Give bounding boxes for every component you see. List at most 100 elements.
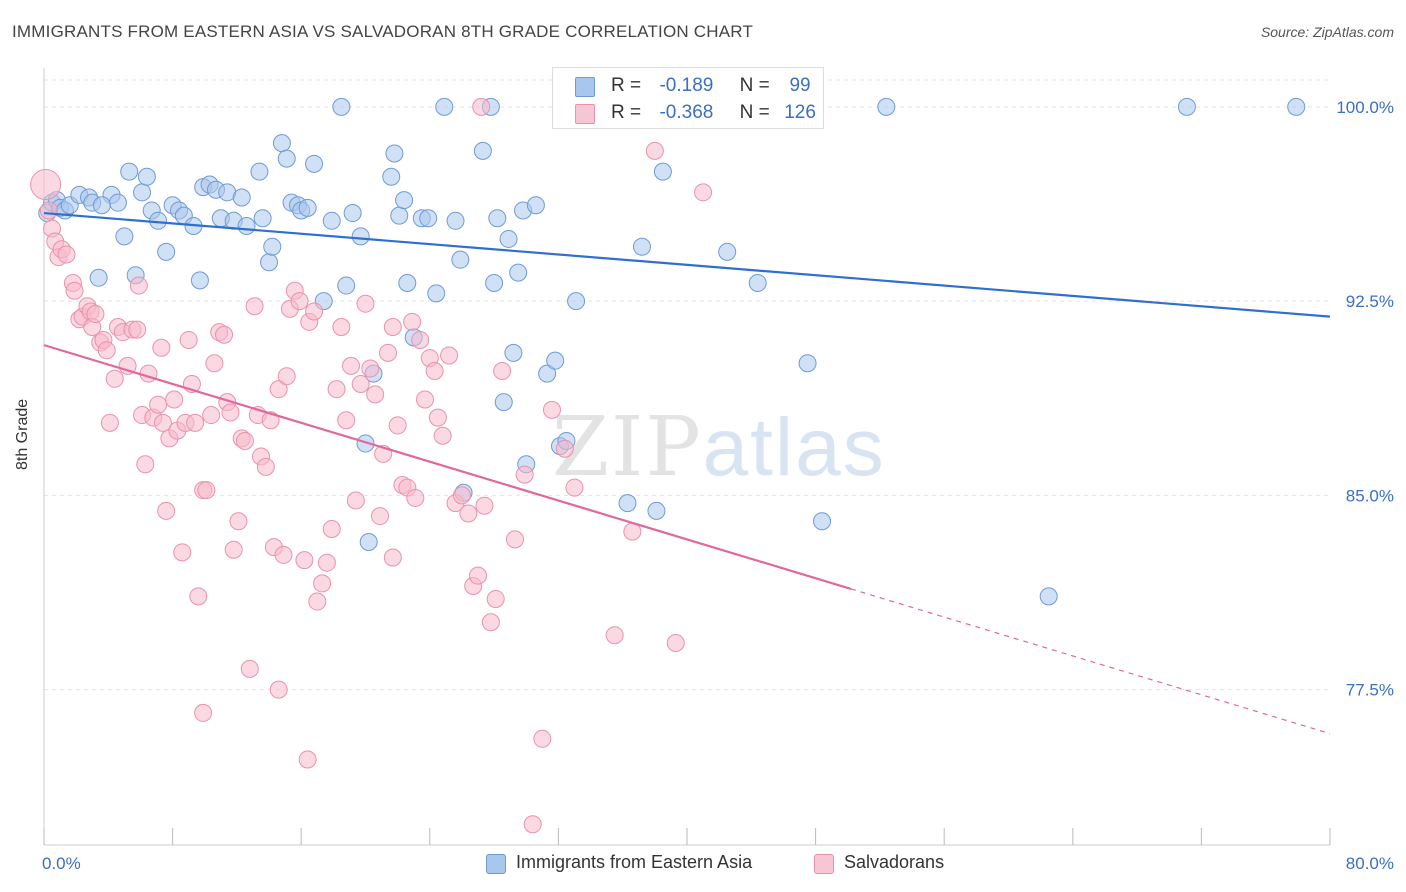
point-eastern-asia	[250, 162, 269, 181]
point-eastern-asia	[509, 263, 528, 282]
legend-swatch-blue	[575, 77, 595, 97]
point-eastern-asia	[473, 141, 492, 160]
y-tick-label: 77.5%	[1346, 681, 1394, 700]
point-salvadoran	[189, 587, 208, 606]
point-eastern-asia	[504, 343, 523, 362]
point-salvadoran	[298, 750, 317, 769]
point-salvadoran	[240, 659, 259, 678]
point-eastern-asia	[538, 364, 557, 383]
point-eastern-asia	[451, 250, 470, 269]
point-salvadoran	[30, 169, 62, 201]
point-eastern-asia	[115, 227, 134, 246]
point-salvadoran	[481, 613, 500, 632]
point-eastern-asia	[419, 209, 438, 228]
legend-swatch-pink	[575, 104, 595, 124]
point-salvadoran	[469, 566, 488, 585]
point-eastern-asia	[232, 188, 251, 207]
point-eastern-asia	[877, 97, 896, 116]
point-eastern-asia	[253, 209, 272, 228]
point-eastern-asia	[813, 512, 832, 531]
point-salvadoran	[379, 343, 398, 362]
point-salvadoran	[342, 356, 361, 375]
point-salvadoran	[269, 680, 288, 699]
point-eastern-asia	[137, 167, 156, 186]
point-salvadoran	[129, 276, 148, 295]
point-salvadoran	[290, 292, 309, 311]
point-salvadoran	[486, 589, 505, 608]
point-salvadoran	[194, 703, 213, 722]
point-salvadoran	[157, 501, 176, 520]
point-salvadoran	[433, 426, 452, 445]
point-eastern-asia	[120, 162, 139, 181]
point-eastern-asia	[395, 191, 414, 210]
point-salvadoran	[666, 633, 685, 652]
point-salvadoran	[205, 354, 224, 373]
n-label-pink: N =	[739, 102, 770, 123]
correlation-legend: R = -0.189 N = 99 R = -0.368 N = 126	[552, 67, 824, 129]
r-label-blue: R =	[611, 75, 642, 96]
r-value-pink: -0.368	[659, 102, 714, 123]
x-tick-label-max: 80.0%	[1346, 854, 1394, 873]
point-eastern-asia	[305, 154, 324, 173]
point-salvadoran	[128, 320, 147, 339]
point-eastern-asia	[263, 237, 282, 256]
point-salvadoran	[459, 504, 478, 523]
point-salvadoran	[173, 543, 192, 562]
trend-line-extension-salvadoran	[850, 588, 1331, 735]
point-salvadoran	[202, 406, 221, 425]
point-eastern-asia	[272, 134, 291, 153]
watermark-atlas: atlas	[702, 402, 886, 493]
y-tick-label: 100.0%	[1336, 98, 1394, 117]
point-eastern-asia	[322, 211, 341, 230]
point-eastern-asia	[494, 393, 513, 412]
point-salvadoran	[346, 491, 365, 510]
point-eastern-asia	[385, 144, 404, 163]
point-eastern-asia	[332, 97, 351, 116]
legend-label-salvadorans: Salvadorans	[844, 852, 945, 872]
point-salvadoran	[565, 478, 584, 497]
point-eastern-asia	[618, 494, 637, 513]
point-eastern-asia	[382, 167, 401, 186]
point-eastern-asia	[398, 273, 417, 292]
point-eastern-asia	[653, 162, 672, 181]
point-salvadoran	[245, 297, 264, 316]
point-salvadoran	[153, 413, 172, 432]
point-salvadoran	[542, 400, 561, 419]
point-eastern-asia	[567, 292, 586, 311]
point-eastern-asia	[1287, 97, 1306, 116]
point-eastern-asia	[546, 351, 565, 370]
point-salvadoran	[645, 141, 664, 160]
point-salvadoran	[351, 374, 370, 393]
point-salvadoran	[97, 341, 116, 360]
point-salvadoran	[256, 457, 275, 476]
point-salvadoran	[428, 408, 447, 427]
point-eastern-asia	[718, 242, 737, 261]
point-salvadoran	[317, 553, 336, 572]
point-salvadoran	[475, 496, 494, 515]
point-salvadoran	[505, 530, 524, 549]
point-eastern-asia	[1039, 587, 1058, 606]
point-salvadoran	[215, 325, 234, 344]
point-salvadoran	[235, 431, 254, 450]
point-salvadoran	[179, 330, 198, 349]
series-legend: Immigrants from Eastern Asia Salvadorans	[0, 852, 1406, 878]
y-axis-label: 8th Grade	[14, 398, 31, 470]
point-salvadoran	[370, 507, 389, 526]
chart-title: IMMIGRANTS FROM EASTERN ASIA VS SALVADOR…	[12, 22, 754, 41]
point-eastern-asia	[526, 196, 545, 215]
legend-swatch-salvadorans	[814, 854, 834, 874]
point-salvadoran	[313, 574, 332, 593]
point-salvadoran	[269, 380, 288, 399]
point-salvadoran	[105, 369, 124, 388]
point-salvadoran	[86, 305, 105, 324]
point-salvadoran	[406, 488, 425, 507]
point-salvadoran	[229, 512, 248, 531]
legend-swatch-eastern-asia	[486, 854, 506, 874]
point-salvadoran	[555, 439, 574, 458]
point-eastern-asia	[446, 211, 465, 230]
point-salvadoran	[221, 403, 240, 422]
point-salvadoran	[472, 97, 491, 116]
x-tick-label-min: 0.0%	[42, 854, 81, 873]
point-eastern-asia	[390, 206, 409, 225]
